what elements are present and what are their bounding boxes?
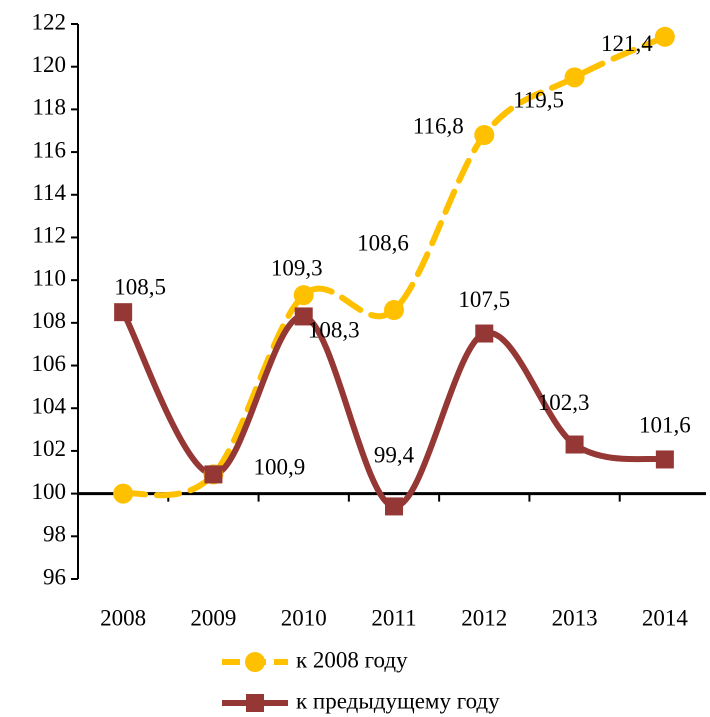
y-tick-label: 110: [32, 265, 66, 290]
data-label: 100,9: [254, 455, 306, 480]
x-tick-label: 2012: [461, 605, 507, 630]
data-point: [475, 324, 494, 343]
x-tick-label: 2011: [371, 605, 416, 630]
data-point: [385, 497, 403, 516]
data-label: 108,5: [114, 274, 166, 299]
data-point: [114, 303, 133, 322]
data-label: 99,4: [374, 443, 415, 468]
y-tick-label: 104: [32, 394, 67, 419]
y-tick-label: 118: [32, 95, 66, 120]
data-point: [565, 435, 584, 454]
y-tick-label: 114: [32, 180, 66, 205]
series-line: [120, 33, 668, 499]
y-tick-label: 96: [43, 564, 66, 589]
data-point: [384, 300, 404, 321]
legend-marker: [246, 694, 264, 712]
legend-marker: [245, 652, 265, 672]
y-tick-label: 106: [32, 351, 67, 376]
legend-label: к 2008 году: [296, 647, 408, 672]
data-point: [474, 125, 495, 145]
data-label: 107,5: [458, 287, 510, 312]
y-tick-label: 112: [32, 223, 66, 248]
data-label: 116,8: [413, 113, 464, 138]
data-point: [654, 26, 675, 47]
y-tick-label: 122: [32, 9, 67, 34]
data-point: [204, 465, 223, 484]
y-tick-label: 120: [32, 52, 67, 77]
data-point: [564, 67, 585, 88]
y-tick-label: 102: [32, 436, 67, 461]
y-tick-label: 100: [32, 479, 67, 504]
data-point: [294, 307, 313, 326]
data-label: 102,3: [538, 390, 590, 415]
x-tick-label: 2014: [642, 605, 689, 630]
data-label: 101,6: [639, 413, 691, 438]
y-tick-label: 108: [32, 308, 67, 333]
x-tick-label: 2013: [552, 605, 598, 630]
data-point: [113, 483, 134, 504]
x-tick-label: 2009: [190, 605, 236, 630]
y-tick-label: 98: [43, 522, 66, 547]
data-label: 108,6: [357, 230, 409, 255]
data-label: 109,3: [271, 255, 323, 280]
data-point: [293, 285, 314, 306]
data-label: 121,4: [601, 31, 653, 56]
legend-label: к предыдущему году: [296, 688, 500, 713]
x-tick-label: 2008: [100, 605, 146, 630]
data-label: 108,3: [308, 318, 360, 343]
x-tick-label: 2010: [281, 605, 327, 630]
y-tick-label: 116: [32, 137, 66, 162]
data-label: 119,5: [513, 88, 564, 113]
data-point: [655, 450, 674, 469]
